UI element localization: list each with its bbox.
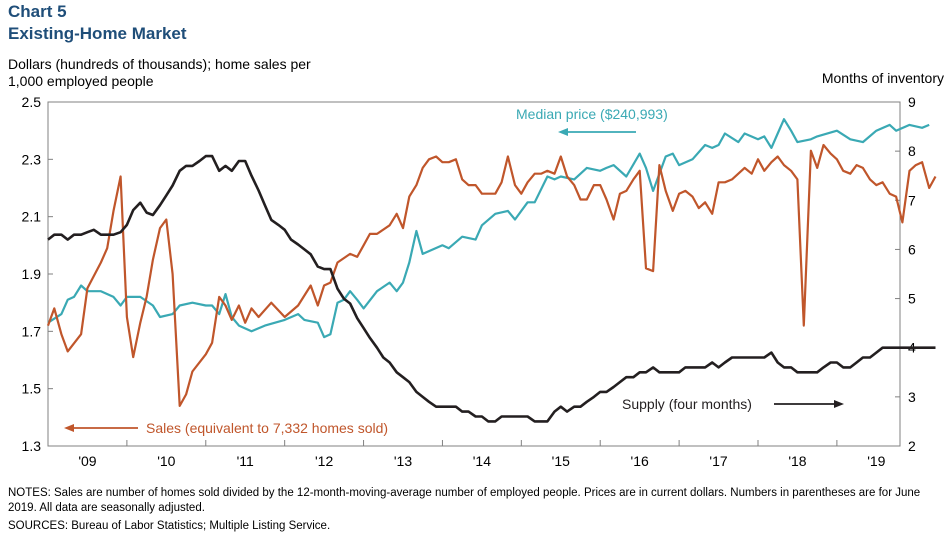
price-annotation: Median price ($240,993) [516, 106, 668, 122]
sales-annotation: Sales (equivalent to 7,332 homes sold) [146, 420, 388, 436]
chart-label: Chart 5 [8, 2, 67, 21]
price-series-line [47, 118, 930, 339]
sales-series-line [46, 143, 937, 407]
chart-title: Existing-Home Market [8, 24, 187, 43]
series-layer [46, 118, 937, 423]
right-tick-label: 9 [908, 94, 916, 110]
x-tick-label: '18 [788, 453, 806, 469]
annotation-layer: Median price ($240,993) Sales (equivalen… [64, 106, 844, 436]
x-tick-label: '13 [394, 453, 412, 469]
right-tick-label: 2 [908, 438, 916, 454]
left-axis-title: Dollars (hundreds of thousands); home sa… [8, 56, 311, 89]
x-tick-label: '10 [157, 453, 175, 469]
right-tick-label: 6 [908, 241, 916, 257]
x-tick-label: '17 [709, 453, 727, 469]
left-tick-label: 1.5 [22, 381, 42, 397]
left-tick-label: 2.3 [22, 151, 42, 167]
right-axis-title: Months of inventory [821, 70, 944, 86]
price-arrowhead-icon [558, 128, 568, 136]
sources-text: SOURCES: Bureau of Labor Statistics; Mul… [8, 520, 331, 532]
x-tick-label: '16 [631, 453, 649, 469]
axes-layer: 1.31.51.71.92.12.32.523456789'09'10'11'1… [22, 94, 916, 469]
x-tick-label: '14 [473, 453, 491, 469]
x-tick-label: '11 [237, 453, 254, 469]
plot-frame [47, 101, 901, 447]
supply-arrowhead-icon [834, 400, 844, 408]
chart-plot: 1.31.51.71.92.12.32.523456789'09'10'11'1… [22, 94, 937, 469]
x-tick-label: '09 [78, 453, 96, 469]
left-tick-label: 1.3 [22, 438, 42, 454]
right-tick-label: 8 [908, 143, 916, 159]
right-tick-label: 3 [908, 389, 916, 405]
left-tick-label: 2.1 [22, 209, 42, 225]
x-tick-label: '15 [552, 453, 570, 469]
sales-arrowhead-icon [64, 424, 74, 432]
right-tick-label: 5 [908, 291, 916, 307]
x-tick-label: '12 [315, 453, 333, 469]
x-tick-label: '19 [867, 453, 885, 469]
left-tick-label: 2.5 [22, 94, 42, 110]
supply-series-line [47, 154, 936, 423]
right-tick-label: 7 [908, 192, 916, 208]
left-tick-label: 1.7 [22, 323, 42, 339]
left-tick-label: 1.9 [22, 266, 42, 282]
supply-annotation: Supply (four months) [622, 396, 752, 412]
notes-text: NOTES: Sales are number of homes sold di… [8, 487, 921, 514]
